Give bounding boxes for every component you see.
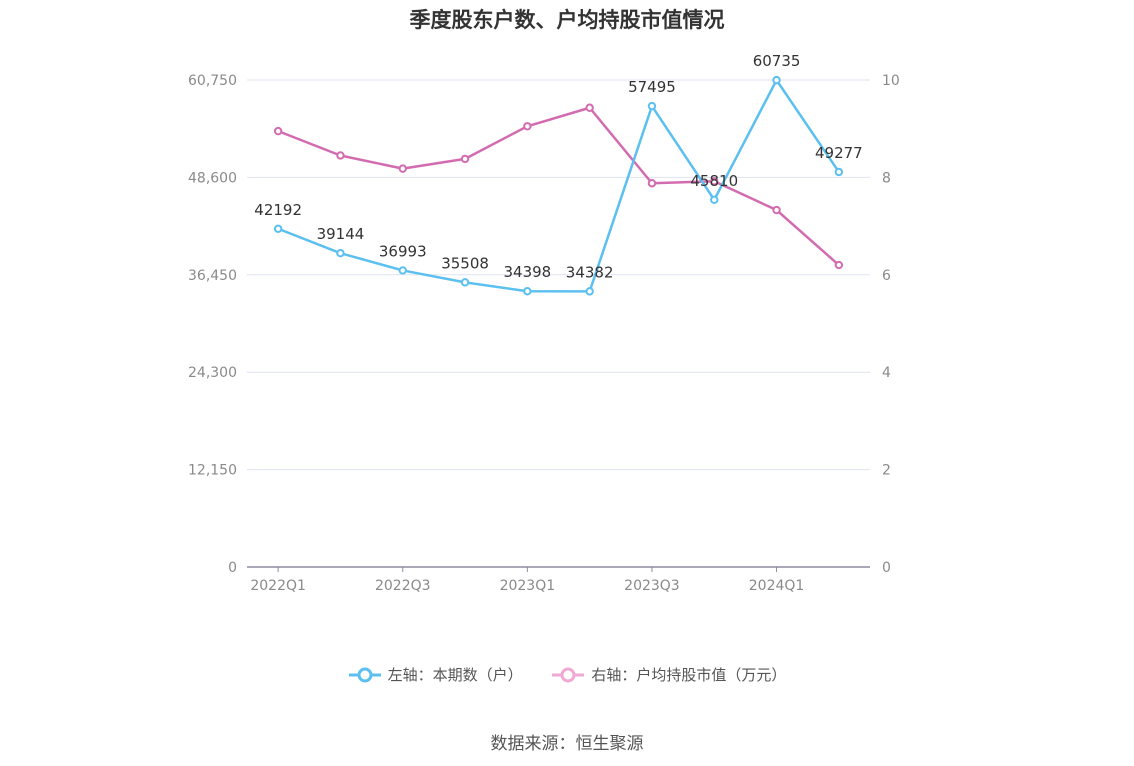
data-point-right[interactable] (398, 164, 407, 173)
data-label: 36993 (379, 242, 427, 260)
data-source: 数据来源：恒生聚源 (490, 734, 644, 754)
legend: 左轴：本期数（户） 右轴：户均持股市值（万元） (0, 664, 1134, 687)
data-label: 57495 (628, 78, 676, 96)
left-tick-label: 12,150 (188, 463, 237, 479)
data-point-left[interactable] (523, 287, 532, 296)
data-point-left[interactable] (336, 249, 345, 258)
data-point-right[interactable] (523, 122, 532, 131)
left-axis-ticks: 0 12,150 24,300 36,450 48,600 60,750 (188, 73, 237, 576)
left-tick-label: 48,600 (188, 170, 237, 186)
right-axis-ticks: 0 2 4 6 8 10 (882, 73, 900, 576)
left-tick-label: 60,750 (188, 73, 237, 89)
chart-title: 季度股东户数、户均持股市值情况 (409, 8, 725, 32)
series-line-right (277, 106, 840, 266)
grid-lines (247, 79, 870, 471)
right-tick-label: 4 (882, 365, 891, 381)
legend-item-left-series[interactable]: 左轴：本期数（户） (348, 664, 523, 685)
data-label: 35508 (441, 254, 489, 272)
data-point-left[interactable] (710, 195, 719, 204)
series-layer (273, 75, 844, 296)
data-point-left[interactable] (398, 266, 407, 275)
data-label: 45810 (690, 172, 738, 190)
data-label: 39144 (317, 225, 365, 243)
x-tick-label: 2024Q1 (749, 578, 805, 594)
data-point-left[interactable] (834, 167, 844, 177)
series-line-left (277, 78, 840, 293)
data-point-right[interactable] (647, 179, 657, 188)
data-label: 34398 (503, 263, 551, 281)
right-tick-label: 0 (882, 560, 891, 576)
legend-right-line-icon (552, 667, 585, 682)
data-point-left[interactable] (772, 75, 781, 85)
right-tick-label: 8 (882, 170, 891, 186)
data-point-left[interactable] (273, 224, 283, 233)
data-label: 34382 (566, 263, 614, 281)
data-point-right[interactable] (834, 260, 844, 270)
legend-item-right-series[interactable]: 右轴：户均持股市值（万元） (551, 664, 786, 685)
data-point-right[interactable] (273, 126, 283, 136)
x-tick-label: 2022Q1 (250, 578, 306, 594)
x-tick-label: 2023Q1 (500, 578, 556, 594)
right-tick-label: 10 (882, 73, 900, 89)
legend-left-label: 左轴：本期数（户） (387, 666, 523, 684)
data-point-right[interactable] (772, 205, 781, 215)
data-point-left[interactable] (460, 278, 470, 287)
left-tick-label: 36,450 (188, 268, 237, 284)
data-point-right[interactable] (460, 154, 470, 164)
data-label: 60735 (753, 52, 801, 70)
data-point-left[interactable] (585, 287, 594, 296)
data-point-right[interactable] (585, 103, 594, 112)
data-point-right[interactable] (336, 151, 345, 160)
right-tick-label: 6 (882, 268, 891, 284)
right-tick-label: 2 (882, 463, 891, 479)
data-point-left[interactable] (647, 101, 657, 111)
data-label: 42192 (254, 201, 302, 219)
x-tick-label: 2022Q3 (375, 578, 431, 594)
x-axis: 2022Q1 2022Q3 2023Q1 2023Q3 2024Q1 (247, 566, 870, 594)
left-tick-label: 24,300 (188, 365, 237, 381)
data-labels: 42192 39144 36993 35508 34398 34382 57495 45810… (254, 52, 862, 281)
legend-left-line-icon (348, 667, 381, 682)
x-tick-label: 2023Q3 (624, 578, 680, 594)
legend-right-label: 右轴：户均持股市值（万元） (591, 666, 787, 684)
left-tick-label: 0 (228, 560, 237, 576)
data-point-right[interactable] (710, 177, 719, 186)
data-label: 49277 (815, 144, 863, 162)
